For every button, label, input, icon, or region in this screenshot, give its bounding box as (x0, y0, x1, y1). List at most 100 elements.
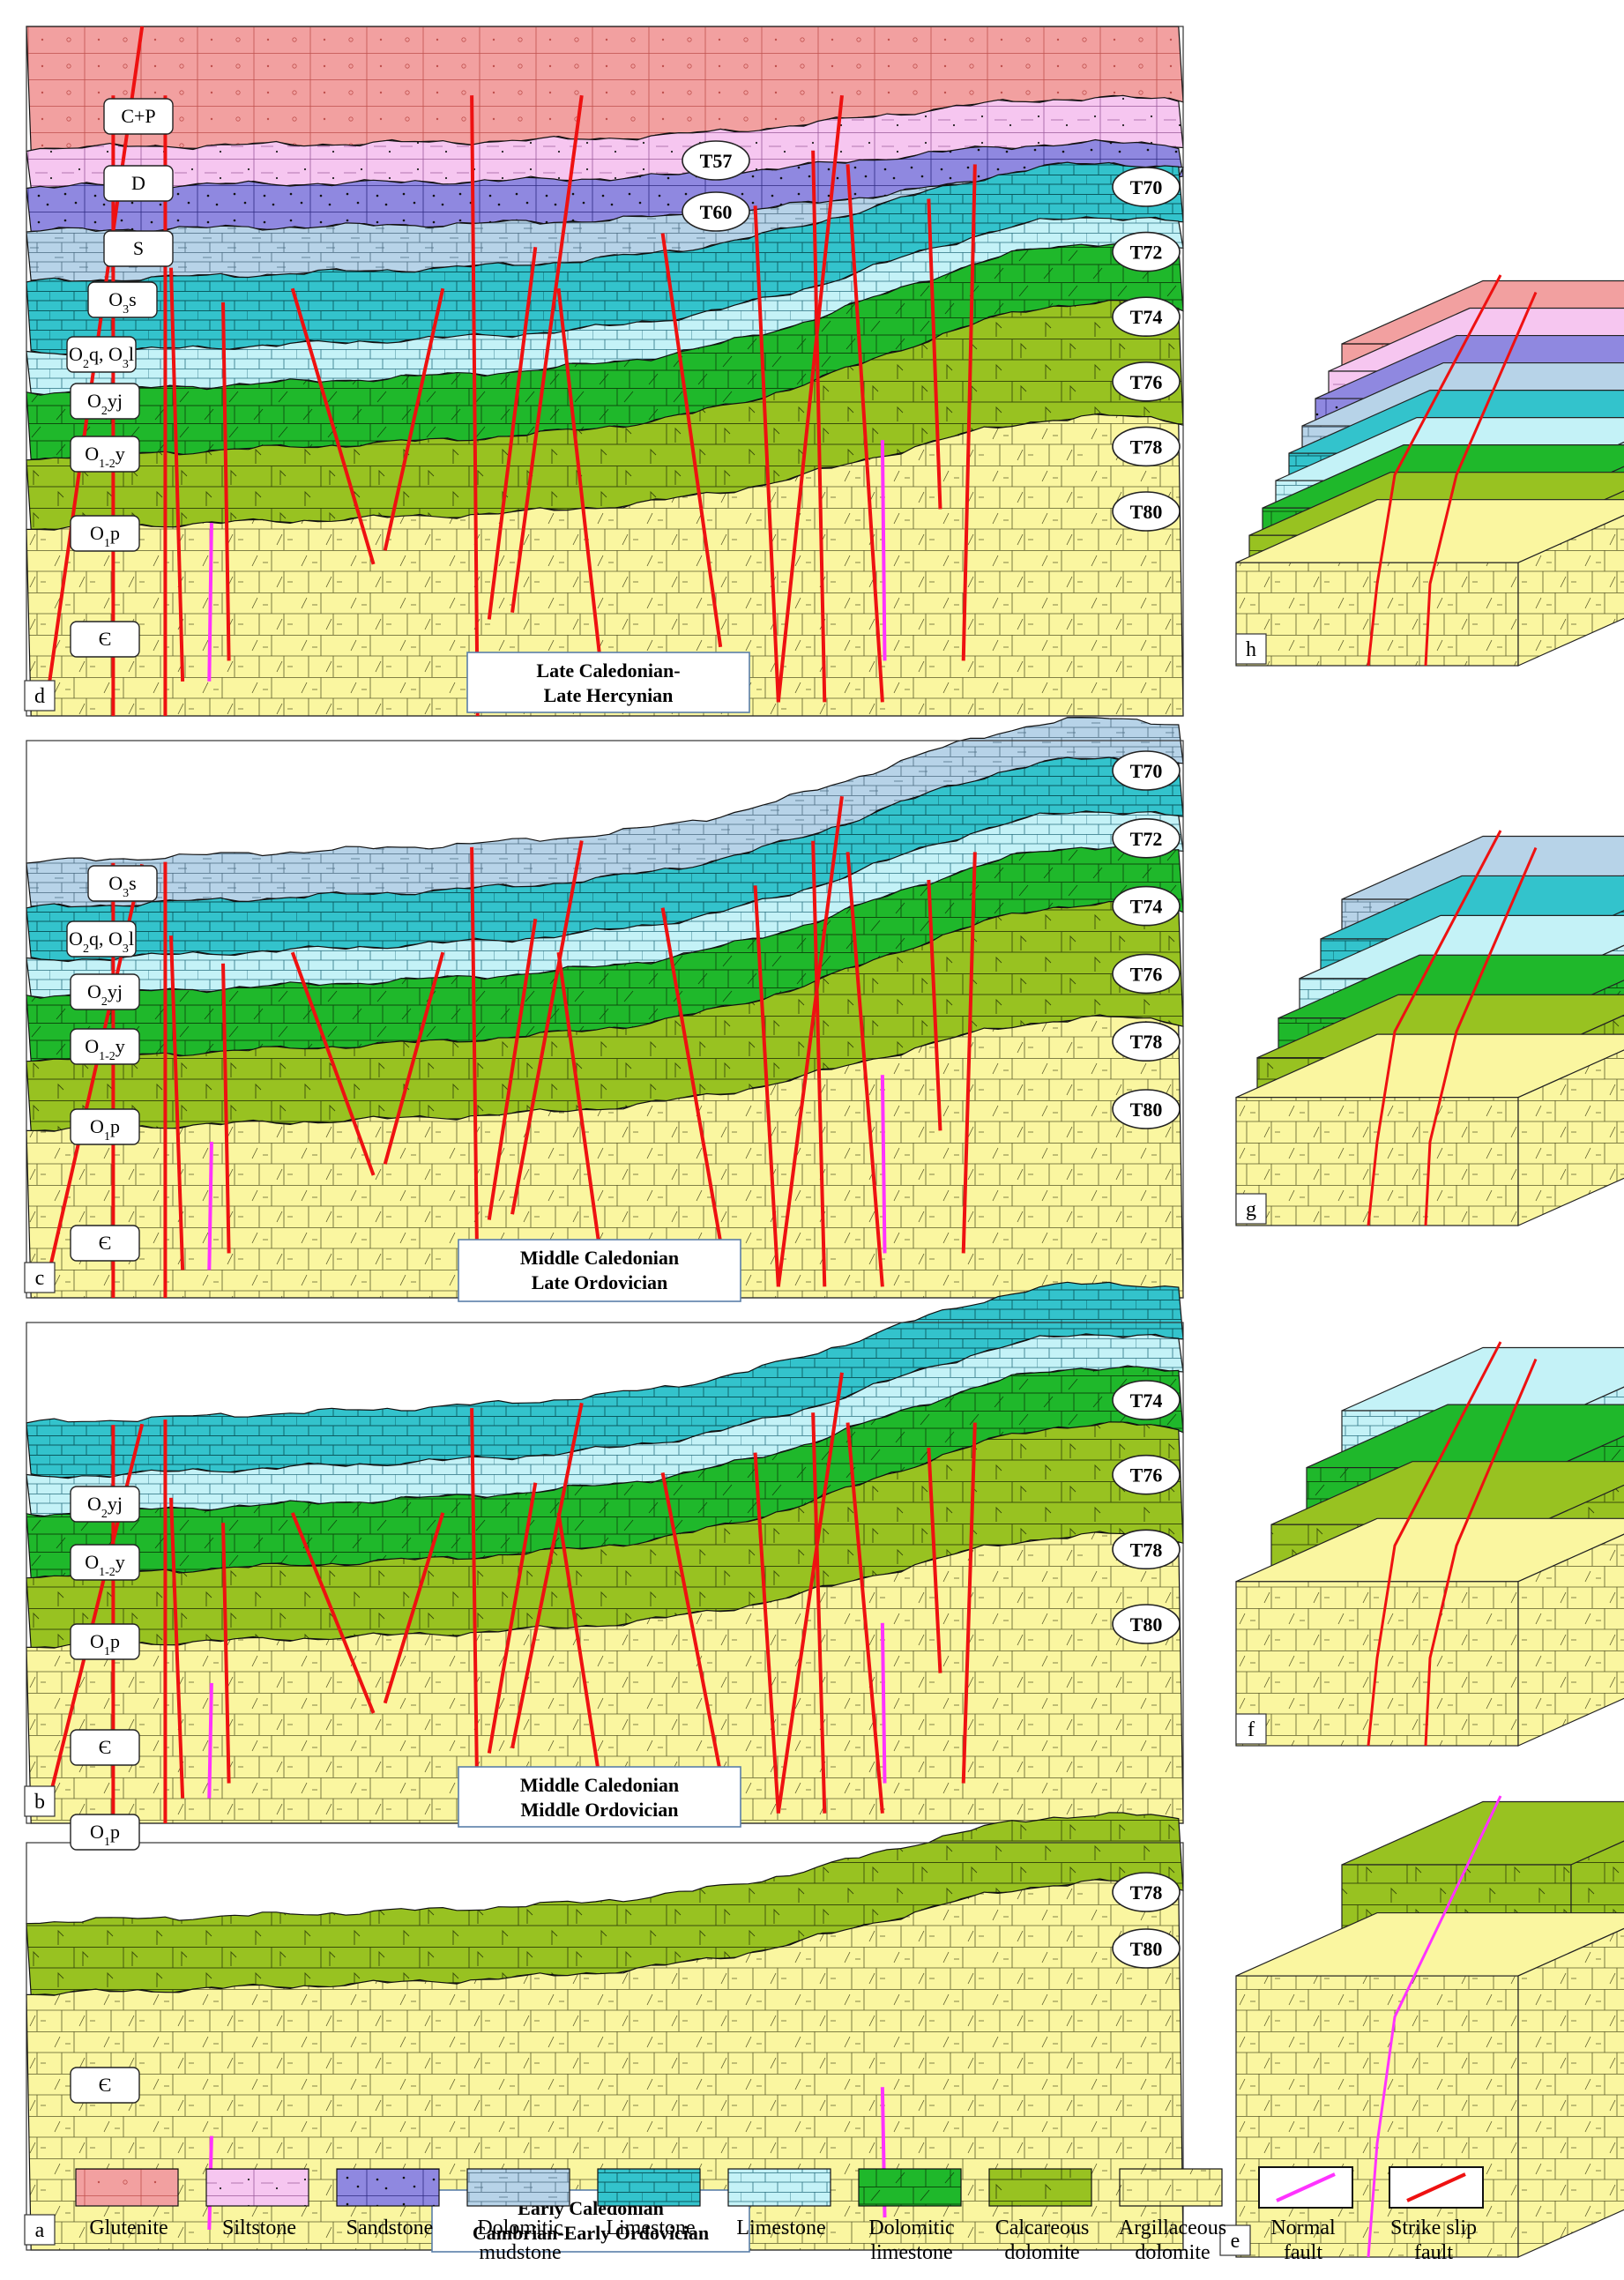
horizon-t60-text: T60 (700, 201, 733, 223)
horizon-t76 (1112, 953, 1181, 995)
strike-slip-fault (290, 1512, 376, 1714)
legend-label: Limestone (606, 2217, 695, 2239)
formation-label-text: S (133, 237, 144, 259)
panel-frame (26, 26, 1184, 717)
horizon-t78 (1112, 426, 1181, 467)
horizon-t74 (1112, 885, 1181, 927)
stage-label: Late Hercynian (544, 684, 674, 706)
strike-slip-fault (510, 1402, 584, 1749)
formation-label (70, 1814, 140, 1851)
cross-section-panels: C+P D S O3s O2q, O3l O2yj O1-2y O1p Є T57 T60 T70 T7… (24, 26, 1184, 2253)
legend-swatch (466, 2168, 570, 2207)
legend-swatch (1119, 2168, 1223, 2207)
horizon-t57-text: T57 (700, 150, 733, 172)
strike-slip-fault (811, 1412, 827, 1814)
normal-fault (207, 523, 213, 682)
stage-box (466, 652, 750, 713)
formation-label (70, 973, 140, 1010)
formation-label-text: Є (99, 1736, 112, 1758)
stage-label: Middle Caledonian (520, 1247, 679, 1269)
formation-label (70, 1486, 140, 1523)
formation-label-text: O1-2y (85, 1035, 125, 1063)
formation-label (70, 515, 140, 552)
formation-label (70, 1108, 140, 1145)
block-letter: h (1246, 638, 1256, 661)
horizon-t72 (1112, 817, 1181, 859)
strike-slip-fault (556, 1512, 607, 1814)
formation-label-text: Є (99, 2074, 112, 2096)
legend-fault-line (1276, 2172, 1336, 2202)
panel-letter-box (24, 2214, 56, 2246)
formation-label-text: O3s (108, 872, 136, 900)
formation-label-text: D (131, 172, 145, 194)
strike-slip-fault (510, 94, 584, 613)
horizon-t70 (1112, 750, 1181, 791)
panel-letter-box (24, 1785, 56, 1817)
horizon-t78-text: T78 (1130, 1031, 1163, 1053)
block-diagrams: h g f e (1219, 274, 1624, 2258)
strike-slip-fault (487, 246, 538, 620)
stage-label: Late Caledonian- (536, 659, 680, 682)
legend-swatch (727, 2168, 831, 2207)
panel-c: O3s O2q, O3l O2yj O1-2y O1p Є T70 T72 T74 T76 T78 T… (24, 716, 1184, 1302)
horizon-t80 (1112, 1089, 1181, 1129)
strike-slip-fault (811, 150, 827, 703)
block-side-face (1517, 1049, 1624, 1226)
stage-label: Cambrian-Early Ordovician (473, 2222, 709, 2244)
formation-label-text: O1-2y (85, 443, 125, 471)
strike-slip-fault (753, 1452, 780, 1814)
horizon-t80-text: T80 (1130, 1938, 1163, 1960)
strike-slip-fault (169, 1497, 185, 1799)
legend-label: fault (1284, 2241, 1322, 2264)
horizon-t76-text: T76 (1130, 963, 1163, 985)
block-top-face (1341, 1346, 1624, 1412)
strike-slip-fault (660, 1472, 723, 1774)
strike-slip-fault (927, 879, 942, 1131)
strike-slip-fault (1367, 830, 1502, 1226)
normal-fault (880, 440, 887, 661)
horizon-t70 (1112, 167, 1181, 207)
formation-label-text: O1p (90, 1115, 120, 1144)
formation-label-text: O1p (90, 1821, 120, 1849)
horizon-t80 (1112, 491, 1181, 532)
formation-label-text: C+P (121, 105, 155, 127)
horizon-t70-text: T70 (1130, 176, 1163, 198)
legend-label: Siltstone (222, 2217, 296, 2239)
strike-slip-fault (1424, 1358, 1538, 1747)
legend-label: Calcareous (995, 2217, 1090, 2239)
formation-label (70, 1544, 140, 1581)
strike-slip-fault (221, 302, 231, 661)
formation-label (70, 1623, 140, 1660)
stage-label: Middle Caledonian (520, 1774, 679, 1796)
strike-slip-fault (811, 840, 827, 1287)
panel-letter-box (24, 680, 56, 712)
block-diagram-g: g (1235, 830, 1624, 1226)
legend-label: Limestone (736, 2217, 825, 2239)
horizon-t78 (1112, 1529, 1181, 1570)
strike-slip-fault (487, 1482, 538, 1754)
formation-label (103, 230, 174, 267)
normal-fault (880, 1622, 887, 1784)
formation-label-text: O2q, O3l (69, 928, 134, 956)
formation-label (70, 383, 140, 420)
strike-slip-fault (753, 885, 780, 1287)
horizon-t70-text: T70 (1130, 760, 1163, 782)
legend-label: dolomite (1004, 2241, 1079, 2264)
horizon-t72 (1112, 231, 1181, 272)
stage-box (458, 1766, 741, 1828)
horizon-t72-text: T72 (1130, 242, 1163, 264)
horizon-t60 (682, 191, 750, 232)
strike-slip-fault (470, 95, 480, 717)
strike-slip-fault (961, 1422, 977, 1784)
block-letter: f (1248, 1718, 1255, 1741)
horizon-t78-text: T78 (1130, 436, 1163, 458)
formation-label-text: O2yj (87, 390, 123, 418)
block-letter: g (1246, 1198, 1256, 1221)
strike-slip-fault (383, 1512, 445, 1704)
strike-slip-fault (221, 963, 231, 1254)
horizon-t74-text: T74 (1130, 896, 1163, 918)
strike-slip-fault (221, 1523, 231, 1784)
